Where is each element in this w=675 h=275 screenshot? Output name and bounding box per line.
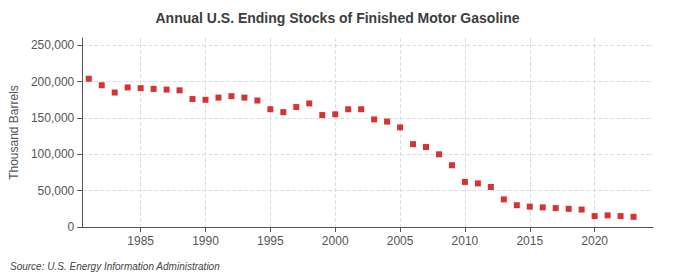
svg-text:50,000: 50,000 bbox=[38, 184, 75, 198]
svg-text:100,000: 100,000 bbox=[31, 147, 75, 161]
svg-text:1985: 1985 bbox=[127, 234, 154, 248]
svg-text:Thousand Barrels: Thousand Barrels bbox=[7, 85, 21, 180]
svg-text:1995: 1995 bbox=[257, 234, 284, 248]
svg-text:2020: 2020 bbox=[581, 234, 608, 248]
svg-text:2010: 2010 bbox=[452, 234, 479, 248]
svg-text:Source: U.S. Energy Informatio: Source: U.S. Energy Information Administ… bbox=[10, 261, 220, 272]
svg-text:2005: 2005 bbox=[387, 234, 414, 248]
svg-text:150,000: 150,000 bbox=[31, 111, 75, 125]
svg-text:2000: 2000 bbox=[322, 234, 349, 248]
svg-text:250,000: 250,000 bbox=[31, 38, 75, 52]
svg-text:0: 0 bbox=[68, 220, 75, 234]
svg-text:1990: 1990 bbox=[192, 234, 219, 248]
svg-text:200,000: 200,000 bbox=[31, 75, 75, 89]
svg-text:2015: 2015 bbox=[516, 234, 543, 248]
svg-text:Annual U.S. Ending Stocks of F: Annual U.S. Ending Stocks of Finished Mo… bbox=[155, 10, 519, 26]
